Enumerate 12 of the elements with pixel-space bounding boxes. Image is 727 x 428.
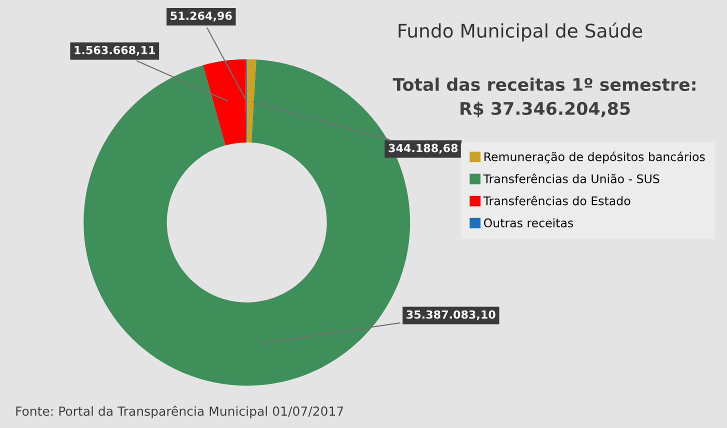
legend-label: Transferências da União - SUS — [483, 174, 660, 184]
data-label: 35.387.083,10 — [406, 310, 496, 320]
data-label: 344.188,68 — [388, 144, 458, 154]
source-note: Fonte: Portal da Transparência Municipal 01/07/2017 — [16, 406, 344, 418]
text: Fundo Municipal de Saúde — [398, 22, 642, 42]
legend-label: Remuneração de depósitos bancários — [484, 152, 705, 164]
text: R$ 37.346.204,85 — [460, 102, 630, 118]
text: Total das receitas 1º semestre: — [392, 78, 696, 92]
data-label: 1.563.668,11 — [74, 46, 155, 56]
legend-label: Outras receitas — [484, 218, 574, 228]
legend-label: Transferências do Estado — [483, 196, 630, 206]
data-label: 51.264,96 — [170, 12, 232, 22]
